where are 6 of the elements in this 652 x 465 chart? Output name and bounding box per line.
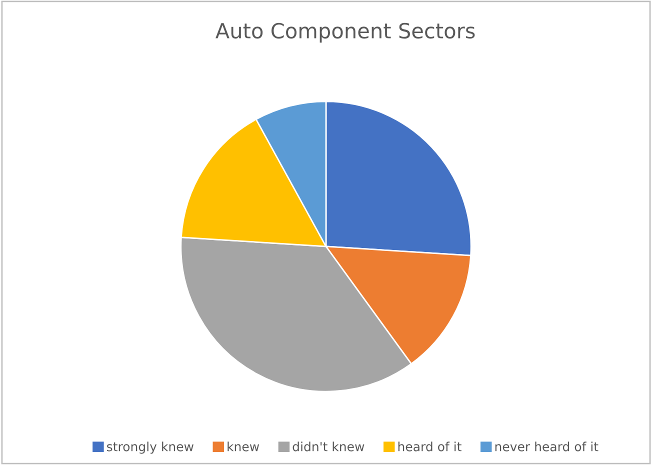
legend-label: never heard of it bbox=[495, 442, 598, 452]
legend-label: strongly knew bbox=[107, 442, 194, 454]
chart-title: Auto Component Sectors bbox=[216, 22, 475, 43]
legend-label: didn't knew bbox=[292, 442, 364, 452]
legend-label: knew bbox=[228, 442, 260, 452]
legend-label: heard of it bbox=[398, 442, 462, 452]
